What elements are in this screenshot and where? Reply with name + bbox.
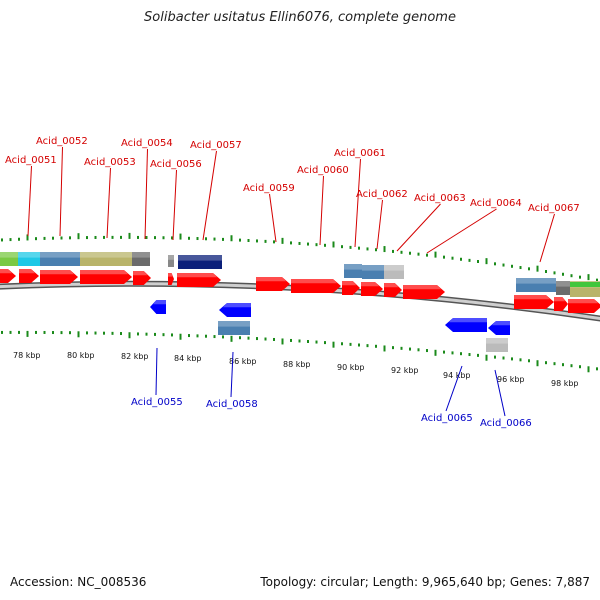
cog-box	[178, 255, 222, 269]
cog-box	[570, 282, 600, 287]
top-label-leader	[426, 208, 497, 254]
cog-box	[168, 255, 174, 267]
cog-box-shine	[80, 252, 132, 258]
kbp-tick-label: 90 kbp	[337, 363, 365, 372]
kbp-tick-label: 98 kbp	[551, 379, 579, 388]
forward-gene-arrow-shine	[177, 273, 217, 278]
cog-box	[18, 252, 40, 266]
cog-box-shine	[132, 252, 150, 258]
cog-box	[218, 321, 250, 335]
cog-box	[40, 252, 80, 266]
bottom-gene-label: Acid_0066	[480, 418, 532, 429]
cog-box	[486, 338, 508, 352]
cog-box	[384, 265, 404, 279]
forward-gene-arrow-shine	[133, 271, 148, 276]
top-gene-label: Acid_0053	[84, 157, 136, 168]
top-gene-label: Acid_0051	[5, 155, 57, 166]
cog-box	[556, 281, 570, 295]
top-gene-label: Acid_0062	[356, 189, 408, 200]
cog-box	[344, 264, 362, 278]
cog-box	[80, 252, 132, 266]
kbp-tick-label: 86 kbp	[229, 357, 257, 366]
forward-gene-arrow-shine	[40, 270, 74, 275]
forward-gene-arrow-shine	[19, 269, 35, 274]
cog-box-shine	[18, 252, 40, 258]
forward-gene-arrow-shine	[514, 295, 550, 300]
cog-box-shine	[362, 265, 384, 271]
cog-box	[132, 252, 150, 266]
forward-gene-arrow-shine	[291, 279, 337, 284]
bottom-gene-label: Acid_0065	[421, 413, 473, 424]
cog-box-shine	[486, 338, 508, 344]
bottom-label-leader	[230, 351, 234, 398]
kbp-tick-label: 84 kbp	[174, 354, 202, 363]
top-label-leader	[376, 199, 383, 250]
topology-info: Topology: circular; Length: 9,965,640 bp…	[260, 575, 590, 589]
top-label-leader	[27, 165, 32, 237]
top-label-leader	[354, 158, 361, 248]
map-title: Solibacter usitatus Ellin6076, complete …	[144, 10, 456, 25]
bottom-label-leader	[445, 365, 463, 412]
cog-box-shine	[556, 281, 570, 287]
reverse-gene-arrow-shine	[223, 303, 251, 308]
kbp-tick-label: 92 kbp	[391, 366, 419, 375]
bottom-gene-label: Acid_0055	[131, 397, 183, 408]
forward-gene-arrow-shine	[568, 299, 598, 304]
top-gene-label: Acid_0061	[334, 148, 386, 159]
kbp-tick-label: 94 kbp	[443, 371, 471, 380]
cog-box-shine	[40, 252, 80, 258]
top-label-leader	[539, 213, 555, 263]
cog-box-shine	[218, 321, 250, 327]
top-label-leader	[202, 150, 217, 241]
reverse-gene-arrow-shine	[153, 300, 166, 305]
cog-box-shine	[384, 265, 404, 271]
top-label-leader	[319, 175, 324, 246]
cog-box	[0, 252, 18, 266]
forward-gene-arrow-shine	[256, 277, 286, 282]
top-gene-label: Acid_0059	[243, 183, 295, 194]
forward-gene-arrow-shine	[361, 282, 379, 287]
top-label-leader	[172, 169, 177, 241]
forward-gene-arrow-shine	[554, 297, 566, 302]
cog-box-shine	[344, 264, 362, 270]
top-gene-label: Acid_0054	[121, 138, 173, 149]
cog-box-shine	[516, 278, 556, 284]
cog-box-shine	[0, 252, 18, 258]
kbp-tick-label: 80 kbp	[67, 351, 95, 360]
forward-gene-arrow-shine	[80, 270, 128, 275]
reverse-gene-arrow-shine	[449, 318, 487, 323]
kbp-tick-label: 78 kbp	[13, 351, 41, 360]
top-gene-label: Acid_0056	[150, 159, 202, 170]
top-gene-label: Acid_0057	[190, 140, 242, 151]
top-gene-label: Acid_0060	[297, 165, 349, 176]
bottom-label-leader	[155, 347, 158, 396]
top-gene-label: Acid_0064	[470, 198, 522, 209]
reverse-gene-arrow-shine	[492, 321, 510, 326]
forward-gene-arrow-shine	[0, 269, 12, 274]
top-label-leader	[106, 167, 111, 239]
top-label-leader	[269, 193, 277, 243]
cog-box-shine	[168, 255, 174, 260]
top-label-leader	[144, 148, 148, 240]
bottom-label-leader	[494, 369, 506, 417]
kbp-tick-label: 82 kbp	[121, 352, 149, 361]
forward-gene-arrow-shine	[403, 285, 441, 290]
forward-gene-arrow-shine	[342, 281, 357, 286]
kbp-tick-label: 96 kbp	[497, 375, 525, 384]
cog-box	[516, 278, 556, 292]
accession-label: Accession: NC_008536	[10, 575, 147, 589]
cog-box-shine	[178, 255, 222, 261]
kbp-tick-label: 88 kbp	[283, 360, 311, 369]
top-gene-label: Acid_0063	[414, 193, 466, 204]
top-label-leader	[396, 203, 441, 252]
forward-gene-arrow-shine	[168, 273, 173, 277]
top-gene-label: Acid_0052	[36, 136, 88, 147]
forward-gene-arrow-shine	[384, 283, 399, 288]
top-gene-label: Acid_0067	[528, 203, 580, 214]
cog-box	[362, 265, 384, 279]
bottom-gene-label: Acid_0058	[206, 399, 258, 410]
top-label-leader	[59, 146, 63, 237]
